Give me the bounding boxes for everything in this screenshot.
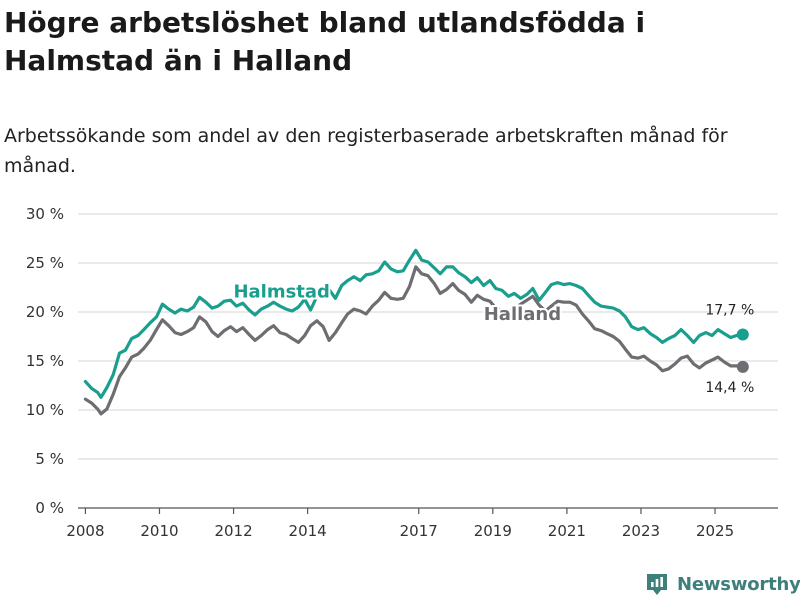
gridlines [78, 213, 778, 509]
x-axis: 2008 2010 2012 2014 2017 2019 2021 2023 2025 [66, 508, 734, 540]
series-lines [83, 248, 749, 416]
series-labels: Halmstad 17,7 % Halland 14,4 % [231, 279, 754, 396]
halmstad-end-point [736, 328, 749, 341]
halland-end-point [736, 360, 749, 373]
brand-name: Newsworthy [677, 573, 800, 595]
halmstad-line [83, 248, 745, 399]
halland-series-label: Halland [484, 304, 561, 325]
x-tick-label: 2021 [548, 522, 586, 540]
y-tick-label: 5 % [35, 450, 64, 468]
newsworthy-logo-icon [647, 574, 667, 595]
x-tick-label: 2012 [214, 522, 252, 540]
x-tick-label: 2023 [622, 522, 660, 540]
chart-subtitle: Arbetssökande som andel av den registerb… [4, 125, 728, 177]
halland-line [83, 265, 745, 416]
halmstad-series-label: Halmstad [233, 281, 330, 302]
x-tick-label: 2025 [696, 522, 734, 540]
y-tick-label: 25 % [26, 254, 64, 272]
chart-title: Högre arbetslöshet bland utlandsfödda i … [4, 6, 646, 77]
x-tick-label: 2017 [400, 522, 438, 540]
halmstad-end-value-label: 17,7 % [705, 303, 754, 319]
y-tick-label: 20 % [26, 303, 64, 321]
halland-end-value-label: 14,4 % [705, 380, 754, 396]
y-tick-label: 30 % [26, 205, 64, 223]
y-tick-label: 10 % [26, 401, 64, 419]
brand-logo: Newsworthy [644, 569, 800, 599]
y-axis: 0 % 5 % 10 % 15 % 20 % 25 % 30 % [26, 205, 64, 517]
x-tick-label: 2010 [140, 522, 178, 540]
y-tick-label: 15 % [26, 352, 64, 370]
x-tick-label: 2008 [66, 522, 104, 540]
y-tick-label: 0 % [35, 499, 64, 517]
x-tick-label: 2014 [289, 522, 327, 540]
x-tick-label: 2019 [474, 522, 512, 540]
